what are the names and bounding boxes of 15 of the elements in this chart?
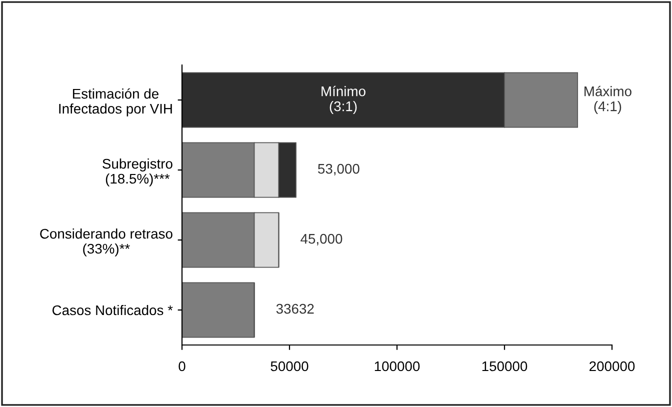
y-tick-label: Casos Notificados * bbox=[52, 304, 173, 316]
y-tick-label: Subregistro (18.5%)*** bbox=[102, 158, 172, 186]
total-label: 33632 bbox=[276, 304, 314, 314]
total-label: 45,000 bbox=[300, 234, 342, 246]
y-tick-label: Considerando retraso (33%)** bbox=[40, 228, 172, 256]
x-tick-label: 100000 bbox=[374, 361, 420, 372]
x-tick-label: 200000 bbox=[590, 361, 635, 372]
x-tick-label: 150000 bbox=[482, 361, 528, 372]
annotation: Mínimo (3:1) bbox=[322, 86, 366, 114]
total-label: 53,000 bbox=[318, 164, 360, 176]
x-tick-label: 0 bbox=[178, 361, 186, 372]
annotation: Máximo (4:1) bbox=[584, 86, 632, 114]
y-tick-label: Estimación de Infectados por VIH bbox=[59, 88, 172, 116]
x-tick-label: 50000 bbox=[270, 361, 308, 372]
bar bbox=[182, 282, 255, 338]
